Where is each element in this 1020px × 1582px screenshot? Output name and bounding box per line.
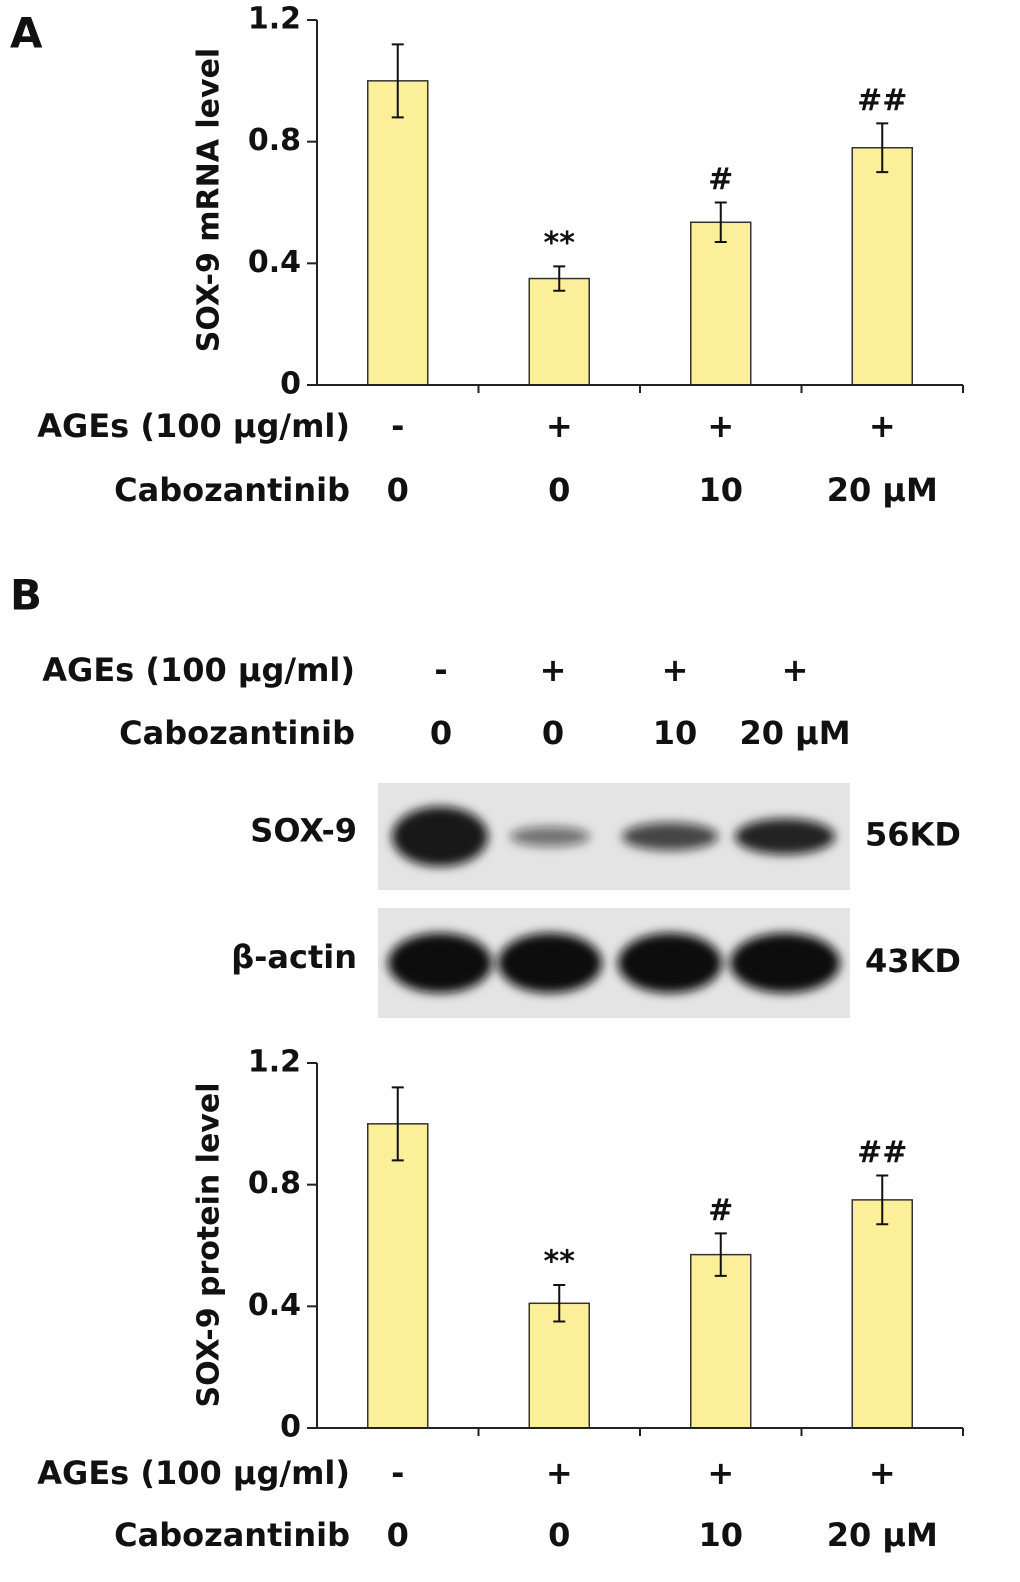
error-bar bbox=[391, 1086, 404, 1162]
condition-value: + bbox=[707, 1454, 734, 1492]
band bbox=[622, 822, 718, 851]
bar bbox=[851, 147, 913, 386]
y-tick-label: 1.2 bbox=[248, 2, 301, 37]
band bbox=[730, 933, 840, 993]
condition-value: + bbox=[546, 407, 573, 445]
condition-label: Cabozantinib bbox=[119, 714, 355, 752]
condition-value: 10 bbox=[653, 714, 698, 752]
y-tick-label: 0.8 bbox=[248, 123, 301, 158]
band-size: 56KD bbox=[865, 816, 961, 854]
condition-value: + bbox=[707, 407, 734, 445]
annotation: ** bbox=[544, 1245, 576, 1280]
condition-value: 10 bbox=[698, 1516, 743, 1554]
error-bar bbox=[876, 122, 889, 174]
error-bar bbox=[876, 1174, 889, 1226]
bar bbox=[690, 221, 752, 386]
y-tick-label: 0.4 bbox=[248, 1288, 301, 1323]
band bbox=[618, 933, 722, 993]
band bbox=[735, 818, 835, 855]
condition-value: 20 μM bbox=[827, 471, 938, 509]
bar bbox=[851, 1199, 913, 1429]
y-tick-label: 1.2 bbox=[248, 1045, 301, 1080]
condition-value: - bbox=[391, 1454, 404, 1492]
annotation: ** bbox=[544, 226, 576, 261]
condition-label: Cabozantinib bbox=[114, 1516, 350, 1554]
panel-label: B bbox=[10, 571, 42, 620]
condition-label: Cabozantinib bbox=[114, 471, 350, 509]
bar bbox=[528, 1302, 590, 1429]
blot-bands bbox=[392, 806, 835, 867]
error-bar bbox=[714, 1232, 727, 1277]
error-bar bbox=[553, 265, 566, 292]
condition-value: + bbox=[782, 651, 809, 689]
y-tick-label: 0.8 bbox=[248, 1166, 301, 1201]
condition-value: + bbox=[546, 1454, 573, 1492]
band bbox=[498, 933, 602, 993]
condition-value: 0 bbox=[548, 471, 570, 509]
y-tick-label: 0 bbox=[280, 367, 301, 402]
annotation: # bbox=[708, 1193, 733, 1228]
condition-value: + bbox=[869, 1454, 896, 1492]
condition-value: + bbox=[540, 651, 567, 689]
band-size: 43KD bbox=[865, 942, 961, 980]
y-tick-label: 0.4 bbox=[248, 245, 301, 280]
condition-value: 10 bbox=[698, 471, 743, 509]
condition-value: - bbox=[434, 651, 447, 689]
annotation: ## bbox=[857, 83, 907, 118]
annotation: ## bbox=[857, 1135, 907, 1170]
band bbox=[392, 806, 488, 867]
condition-value: + bbox=[662, 651, 689, 689]
band-label: β-actin bbox=[231, 938, 357, 976]
bar bbox=[528, 277, 590, 386]
bar bbox=[367, 1123, 429, 1429]
condition-label: AGEs (100 μg/ml) bbox=[37, 407, 350, 445]
annotation: # bbox=[708, 162, 733, 197]
bar bbox=[690, 1253, 752, 1429]
band-label: SOX-9 bbox=[250, 812, 357, 850]
condition-value: 20 μM bbox=[739, 714, 850, 752]
condition-value: - bbox=[391, 407, 404, 445]
condition-value: 0 bbox=[387, 1516, 409, 1554]
error-bar bbox=[391, 43, 404, 119]
condition-value: + bbox=[869, 407, 896, 445]
y-tick-label: 0 bbox=[280, 1410, 301, 1445]
condition-value: 0 bbox=[430, 714, 452, 752]
condition-label: AGEs (100 μg/ml) bbox=[37, 1454, 350, 1492]
blot-bands bbox=[388, 933, 840, 993]
condition-value: 0 bbox=[387, 471, 409, 509]
condition-label: AGEs (100 μg/ml) bbox=[42, 651, 355, 689]
panel-label: A bbox=[10, 9, 43, 58]
condition-value: 0 bbox=[548, 1516, 570, 1554]
error-bar bbox=[714, 201, 727, 244]
y-axis-title: SOX-9 mRNA level bbox=[192, 48, 227, 352]
band bbox=[388, 933, 492, 993]
bar bbox=[367, 80, 429, 386]
y-axis-title: SOX-9 protein level bbox=[192, 1083, 227, 1408]
condition-value: 20 μM bbox=[827, 1516, 938, 1554]
condition-value: 0 bbox=[542, 714, 564, 752]
band bbox=[510, 826, 590, 847]
error-bar bbox=[553, 1284, 566, 1323]
